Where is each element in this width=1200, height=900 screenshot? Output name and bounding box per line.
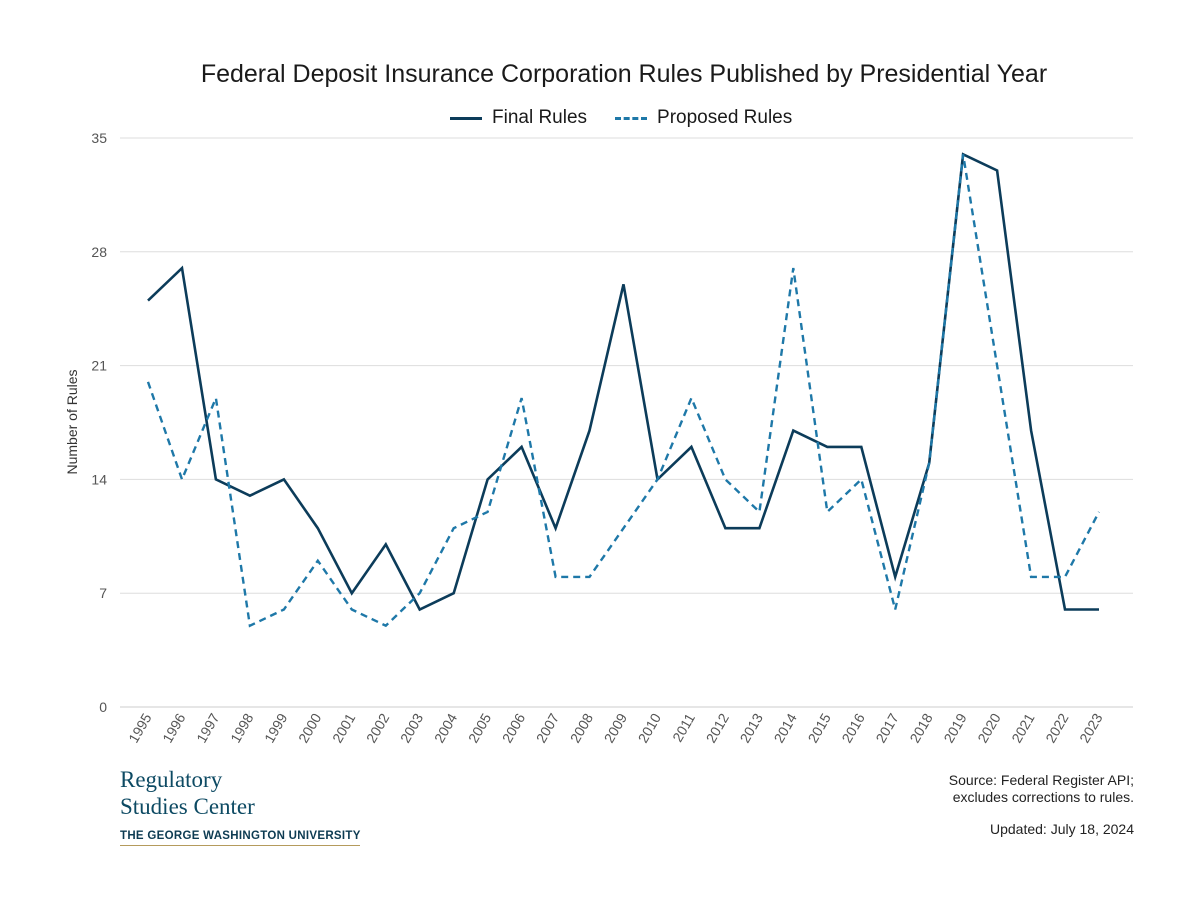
source-note: Source: Federal Register API; excludes c…: [949, 772, 1134, 806]
series-line-proposed-rules: [146, 154, 1101, 628]
x-tick-label-2013: 2013: [737, 710, 767, 745]
legend-swatch-proposed: [615, 116, 648, 120]
source-line-1: Source: Federal Register API;: [948, 772, 1134, 788]
x-tick-label-1998: 1998: [227, 710, 257, 745]
y-tick-label-7: 7: [99, 585, 107, 601]
y-tick-label-0: 0: [99, 699, 107, 715]
x-tick-label-1996: 1996: [159, 710, 189, 745]
x-tick-label-2021: 2021: [1008, 710, 1038, 745]
legend-label-final: Final Rules: [492, 107, 588, 128]
x-tick-label-1999: 1999: [261, 710, 291, 745]
x-tick-label-2016: 2016: [838, 710, 868, 745]
legend-item-proposed: Proposed Rules: [615, 107, 792, 129]
x-tick-label-2006: 2006: [499, 710, 529, 745]
x-tick-label-2001: 2001: [329, 710, 359, 745]
legend: Final Rules Proposed Rules: [450, 106, 792, 130]
x-tick-label-2008: 2008: [567, 710, 597, 745]
x-tick-label-2017: 2017: [872, 710, 902, 745]
x-tick-label-1997: 1997: [193, 710, 223, 745]
logo-text-line2: Studies Center: [120, 794, 255, 819]
updated-date: Updated: July 18, 2024: [990, 821, 1134, 837]
y-tick-label-14: 14: [91, 471, 107, 487]
x-tick-label-2004: 2004: [431, 710, 461, 745]
logo-text-line1: Regulatory: [120, 767, 223, 792]
y-tick-label-21: 21: [91, 358, 107, 374]
legend-item-final: Final Rules: [450, 107, 587, 129]
x-tick-label-2023: 2023: [1076, 710, 1106, 745]
x-tick-label-1995: 1995: [125, 710, 155, 745]
rsc-logo: Regulatory Studies Center THE GEORGE WAS…: [120, 766, 360, 846]
legend-swatch-final: [450, 116, 482, 120]
x-tick-label-2019: 2019: [940, 710, 970, 745]
series-line-final-rules: [147, 152, 1099, 612]
chart-title: Federal Deposit Insurance Corporation Ru…: [200, 60, 1048, 88]
x-tick-label-2018: 2018: [906, 710, 936, 745]
x-tick-label-2022: 2022: [1042, 710, 1072, 745]
x-tick-label-2000: 2000: [295, 710, 325, 745]
x-tick-label-2010: 2010: [635, 710, 665, 745]
x-tick-label-2003: 2003: [397, 710, 427, 745]
x-tick-label-2005: 2005: [465, 710, 495, 745]
x-tick-label-2015: 2015: [804, 710, 834, 745]
y-tick-label-28: 28: [91, 244, 107, 260]
logo-university: THE GEORGE WASHINGTON UNIVERSITY: [120, 830, 360, 846]
x-tick-label-2002: 2002: [363, 710, 393, 745]
y-tick-label-35: 35: [91, 130, 107, 146]
x-tick-label-2009: 2009: [601, 710, 631, 745]
x-tick-label-2020: 2020: [974, 710, 1004, 745]
legend-label-proposed: Proposed Rules: [657, 107, 793, 128]
source-line-2: excludes corrections to rules.: [952, 789, 1134, 805]
x-tick-label-2011: 2011: [669, 710, 698, 744]
x-tick-label-2012: 2012: [703, 710, 733, 745]
x-tick-label-2007: 2007: [533, 710, 563, 745]
x-tick-label-2014: 2014: [770, 710, 800, 745]
